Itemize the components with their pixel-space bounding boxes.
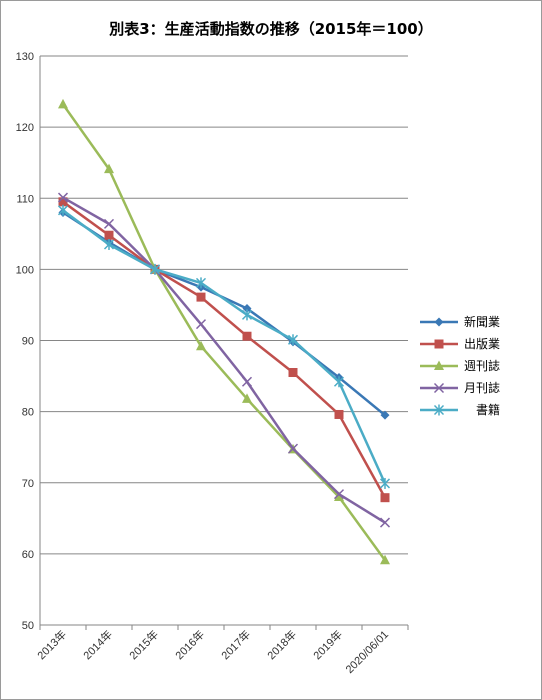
- data-point-star: [149, 263, 161, 275]
- data-point-x: [333, 489, 345, 500]
- series-line-5: [62, 209, 387, 484]
- data-point-diamond: [434, 317, 444, 327]
- data-point-square: [242, 331, 252, 341]
- marker-stroke: [379, 517, 391, 528]
- legend-label: 書籍: [476, 402, 500, 417]
- marker-stroke: [287, 443, 299, 454]
- x-tick-label: 2018年: [264, 627, 299, 662]
- marker-stroke: [57, 192, 69, 203]
- data-point-star: [287, 334, 299, 346]
- data-point-triangle: [434, 360, 444, 370]
- data-point-star: [433, 404, 445, 416]
- y-tick-label: 90: [22, 336, 34, 348]
- data-point-triangle: [380, 554, 390, 565]
- data-point-diamond: [242, 303, 252, 313]
- x-tick-label: 2014年: [80, 627, 115, 662]
- series-line-3: [61, 103, 387, 562]
- x-tick-label: 2013年: [34, 627, 69, 662]
- y-tick-label: 130: [16, 51, 34, 63]
- data-point-star: [379, 477, 391, 489]
- data-point-square: [380, 493, 390, 503]
- y-tick-label: 80: [22, 407, 34, 419]
- marker-stroke: [103, 218, 115, 229]
- marker-stroke: [241, 376, 253, 387]
- data-point-square: [104, 230, 114, 240]
- legend-label: 週刊誌: [464, 358, 500, 373]
- x-tick-label: 2016年: [172, 627, 207, 662]
- data-point-triangle: [334, 491, 344, 501]
- marker-stroke: [195, 319, 207, 330]
- data-point-x: [241, 376, 253, 387]
- y-tick-label: 100: [16, 264, 34, 276]
- data-point-diamond: [380, 410, 390, 420]
- data-point-triangle: [104, 163, 114, 174]
- data-point-triangle: [58, 98, 68, 109]
- data-point-square: [58, 197, 68, 207]
- data-point-x: [195, 319, 207, 330]
- data-point-star: [103, 238, 115, 250]
- x-tick-label: 2020/06/01: [344, 629, 391, 676]
- data-point-x: [287, 443, 299, 454]
- x-tick-label: 2019年: [310, 627, 345, 662]
- data-point-star: [241, 309, 253, 321]
- x-tick-label: 2017年: [218, 627, 253, 662]
- data-point-x: [103, 218, 115, 229]
- chart-title: 別表3：生産活動指数の推移（2015年＝100）: [109, 20, 433, 38]
- data-point-square: [196, 292, 206, 302]
- series-line-2: [62, 200, 387, 499]
- legend-label: 月刊誌: [464, 380, 500, 395]
- data-point-triangle: [196, 340, 206, 351]
- marker-stroke: [433, 382, 445, 394]
- data-point-star: [195, 277, 207, 289]
- y-tick-label: 70: [22, 478, 34, 490]
- data-point-square: [288, 368, 298, 378]
- legend-label: 出版業: [464, 337, 500, 351]
- data-point-x: [57, 192, 69, 203]
- data-point-square: [434, 339, 444, 349]
- y-tick-label: 60: [22, 549, 34, 561]
- data-point-x: [433, 382, 445, 394]
- x-tick-label: 2015年: [126, 627, 161, 662]
- y-tick-label: 50: [22, 620, 34, 632]
- data-point-square: [334, 409, 344, 419]
- y-tick-label: 110: [16, 193, 34, 205]
- data-point-star: [57, 204, 69, 216]
- series-line-4: [62, 196, 386, 524]
- data-point-triangle: [242, 393, 252, 403]
- data-point-x: [379, 517, 391, 528]
- marker-stroke: [333, 489, 345, 500]
- legend-label: 新聞業: [464, 314, 500, 329]
- data-point-star: [333, 376, 345, 388]
- y-tick-label: 120: [16, 122, 34, 134]
